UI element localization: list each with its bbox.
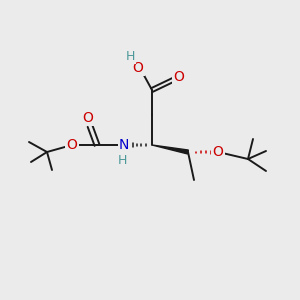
Text: O: O [174,70,184,84]
Text: N: N [119,138,129,152]
Text: H: H [117,154,127,166]
Text: O: O [82,111,93,125]
Text: O: O [67,138,77,152]
Text: O: O [133,61,143,75]
Polygon shape [152,145,188,154]
Text: O: O [213,145,224,159]
Text: H: H [125,50,135,62]
